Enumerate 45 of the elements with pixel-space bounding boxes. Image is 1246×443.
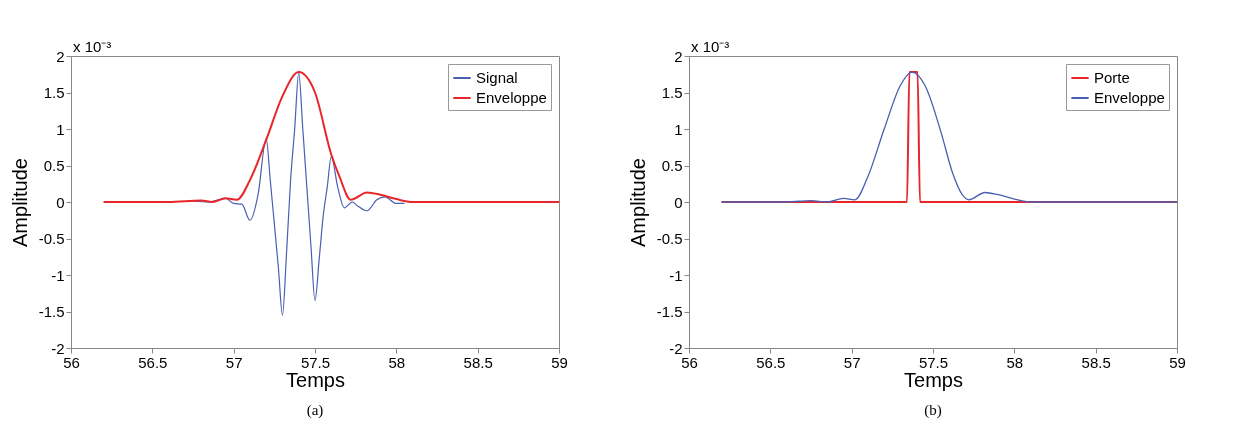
y-tick-label: 1.5 <box>661 84 683 101</box>
text: x 10⁻³ <box>73 38 112 55</box>
x-tick-label: 59 <box>1169 353 1186 371</box>
y-tick-label: -0.5 <box>38 230 65 247</box>
x-tick-label: 58 <box>388 353 406 371</box>
y-tick-label: -1 <box>669 266 683 284</box>
y-tick-label: -2 <box>51 339 65 357</box>
text: (b) <box>924 402 942 419</box>
text: (a) <box>306 402 324 419</box>
y-tick-label: 0.5 <box>661 157 683 174</box>
x-tick-label: 56 <box>63 353 80 371</box>
x-axis-title: Temps <box>286 368 345 391</box>
legend-label: Signal <box>476 69 518 86</box>
y-tick-label: -1.5 <box>38 303 65 320</box>
y-tick-label: 1 <box>674 120 683 138</box>
x-tick-label: 59 <box>551 353 568 371</box>
y-tick-label: 1.5 <box>43 84 65 101</box>
x-tick-label: 58.5 <box>1081 353 1111 371</box>
y-tick-label: 0 <box>674 193 683 211</box>
y-tick-label: 2 <box>674 47 683 65</box>
x-tick-label: 57 <box>843 353 861 371</box>
y-tick-label: 0.5 <box>43 157 65 174</box>
y-tick-label: -0.5 <box>656 230 683 247</box>
y-axis-title: Amplitude <box>8 158 31 247</box>
x-tick-label: 57.5 <box>300 353 331 371</box>
line-series <box>102 71 559 203</box>
y-tick-label: 2 <box>56 47 65 65</box>
y-tick-label: -2 <box>669 339 683 357</box>
x-tick-label: 58 <box>1006 353 1024 371</box>
x-tick-label: 56.5 <box>138 353 168 371</box>
x-axis-title: Temps <box>904 368 963 391</box>
x-tick-label: 57.5 <box>918 353 949 371</box>
legend-label: Porte <box>1094 69 1130 86</box>
x-tick-label: 58.5 <box>463 353 493 371</box>
legend-label: Enveloppe <box>476 89 547 106</box>
x-tick-label: 56 <box>681 353 698 371</box>
text: x 10⁻³ <box>691 38 730 55</box>
y-tick-label: -1 <box>51 266 65 284</box>
y-axis-title: Amplitude <box>626 158 649 247</box>
x-tick-label: 56.5 <box>756 353 786 371</box>
x-tick-label: 57 <box>225 353 243 371</box>
y-tick-label: -1.5 <box>656 303 683 320</box>
y-tick-label: 0 <box>56 193 65 211</box>
y-tick-label: 1 <box>56 120 65 138</box>
legend-label: Enveloppe <box>1094 89 1165 106</box>
